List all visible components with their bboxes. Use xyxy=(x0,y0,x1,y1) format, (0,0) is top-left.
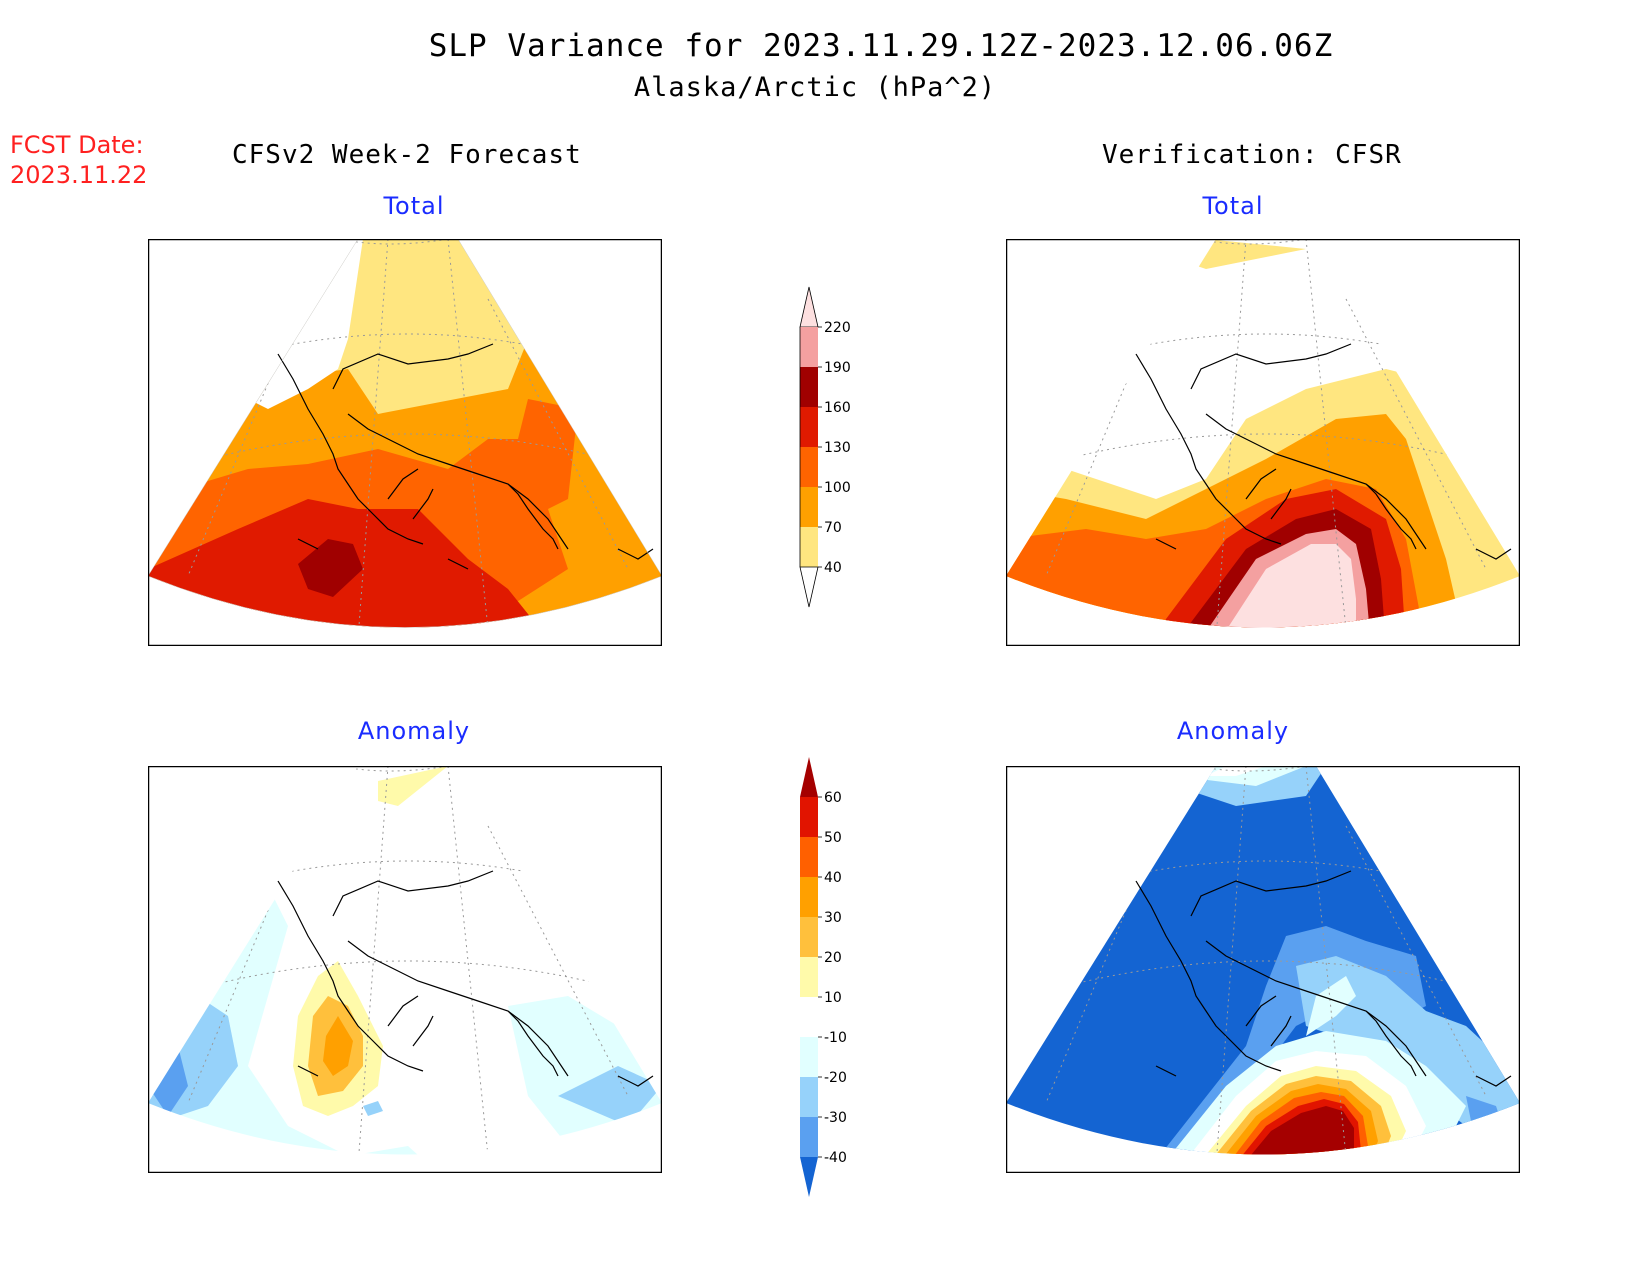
total-colorbar-tick-label: 160 xyxy=(824,400,851,416)
panel-label-forecast-anomaly: Anomaly xyxy=(357,717,471,745)
anomaly-colorbar-tick-label: 50 xyxy=(824,830,842,846)
anomaly-colorbar-swatch xyxy=(800,1117,818,1157)
anomaly-colorbar: -40 -30 -20 -10 10 20 30 40 50 60 xyxy=(800,757,847,1197)
anomaly-colorbar-tick-label: -30 xyxy=(824,1110,847,1126)
verification-anomaly-map xyxy=(1006,766,1520,1173)
total-colorbar-swatch xyxy=(800,407,818,447)
fcst-date-label: FCST Date: xyxy=(10,131,144,159)
anomaly-colorbar-tick-label: 30 xyxy=(824,910,842,926)
panel-label-forecast-total: Total xyxy=(383,192,445,220)
anomaly-colorbar-top-cap xyxy=(800,757,818,797)
anomaly-colorbar-swatch xyxy=(800,797,818,837)
anomaly-colorbar-bottom-cap xyxy=(800,1157,818,1197)
panel-label-verification-total: Total xyxy=(1202,192,1264,220)
forecast-anomaly-map xyxy=(148,766,662,1173)
anomaly-colorbar-tick-label: 10 xyxy=(824,990,842,1006)
total-colorbar-tick-label: 190 xyxy=(824,360,851,376)
total-colorbar-swatch xyxy=(800,487,818,527)
anomaly-colorbar-tick-label: 20 xyxy=(824,950,842,966)
total-colorbar-tick-label: 70 xyxy=(824,520,842,536)
total-colorbar-tick-label: 220 xyxy=(824,320,851,336)
total-colorbar-swatch xyxy=(800,527,818,567)
total-colorbar-bottom-cap xyxy=(799,566,819,608)
panel-label-verification-anomaly: Anomaly xyxy=(1176,717,1290,745)
verification-column-heading: Verification: CFSR xyxy=(1102,140,1402,170)
anomaly-colorbar-swatch xyxy=(800,1037,818,1077)
total-colorbar-top-cap xyxy=(799,286,819,328)
anomaly-colorbar-swatch xyxy=(800,917,818,957)
chart-subtitle: Alaska/Arctic (hPa^2) xyxy=(633,72,997,103)
anomaly-colorbar-tick-label: -10 xyxy=(824,1030,847,1046)
verification-total-map xyxy=(1006,239,1520,646)
total-colorbar-tick-label: 130 xyxy=(824,440,851,456)
total-colorbar-swatch xyxy=(800,367,818,407)
total-colorbar: 40 70 100 130 160 190 220 xyxy=(799,286,851,608)
anomaly-colorbar-tick-label: -40 xyxy=(824,1150,847,1166)
anomaly-colorbar-swatch xyxy=(800,957,818,997)
anomaly-colorbar-swatch xyxy=(800,837,818,877)
total-colorbar-tick-label: 40 xyxy=(824,560,842,576)
total-colorbar-swatch xyxy=(800,327,818,367)
anomaly-colorbar-tick-label: 60 xyxy=(824,790,842,806)
forecast-column-heading: CFSv2 Week-2 Forecast xyxy=(232,140,582,170)
anomaly-colorbar-tick-label: 40 xyxy=(824,870,842,886)
anomaly-colorbar-swatch xyxy=(800,1077,818,1117)
fcst-date-value: 2023.11.22 xyxy=(10,161,148,189)
anomaly-colorbar-tick-label: -20 xyxy=(824,1070,847,1086)
chart-title: SLP Variance for 2023.11.29.12Z-2023.12.… xyxy=(428,28,1334,64)
anomaly-colorbar-swatch xyxy=(800,997,818,1037)
anomaly-colorbar-swatch xyxy=(800,877,818,917)
total-colorbar-tick-label: 100 xyxy=(824,480,851,496)
total-colorbar-swatch xyxy=(800,447,818,487)
forecast-total-map xyxy=(148,239,662,646)
